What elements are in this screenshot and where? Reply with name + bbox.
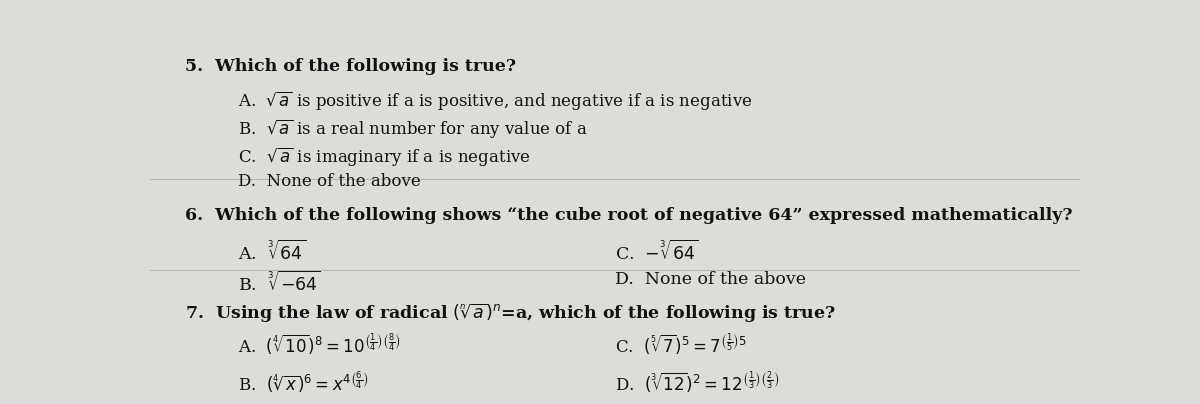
Text: C.  $(\sqrt[5]{7})^{5} = 7^{\left(\frac{1}{5}\right)5}$: C. $(\sqrt[5]{7})^{5} = 7^{\left(\frac{1… bbox=[616, 332, 748, 358]
Text: C.  $-\sqrt[3]{64}$: C. $-\sqrt[3]{64}$ bbox=[616, 240, 698, 264]
Text: C.  $\sqrt{a}$ is imaginary if a is negative: C. $\sqrt{a}$ is imaginary if a is negat… bbox=[239, 145, 532, 168]
Text: D.  None of the above: D. None of the above bbox=[239, 173, 421, 190]
Text: A.  $\sqrt{a}$ is positive if a is positive, and negative if a is negative: A. $\sqrt{a}$ is positive if a is positi… bbox=[239, 89, 752, 112]
Text: B.  $\sqrt[3]{-64}$: B. $\sqrt[3]{-64}$ bbox=[239, 271, 322, 295]
Text: 5.  Which of the following is true?: 5. Which of the following is true? bbox=[185, 58, 516, 75]
Text: B.  $\sqrt{a}$ is a real number for any value of a: B. $\sqrt{a}$ is a real number for any v… bbox=[239, 117, 588, 140]
Text: D.  $(\sqrt[3]{12})^{2} = 12^{\left(\frac{1}{3}\right)\left(\frac{2}{3}\right)}$: D. $(\sqrt[3]{12})^{2} = 12^{\left(\frac… bbox=[616, 369, 779, 395]
Text: 6.  Which of the following shows “the cube root of negative 64” expressed mathem: 6. Which of the following shows “the cub… bbox=[185, 207, 1073, 224]
Text: B.  $(\sqrt[4]{x})^{6} = x^{4\left(\frac{6}{4}\right)}$: B. $(\sqrt[4]{x})^{6} = x^{4\left(\frac{… bbox=[239, 369, 370, 395]
Text: A.  $(\sqrt[4]{10})^{8} = 10^{\left(\frac{1}{4}\right)\left(\frac{8}{4}\right)}$: A. $(\sqrt[4]{10})^{8} = 10^{\left(\frac… bbox=[239, 332, 401, 358]
Text: D.  None of the above: D. None of the above bbox=[616, 271, 806, 288]
Text: A.  $\sqrt[3]{64}$: A. $\sqrt[3]{64}$ bbox=[239, 240, 306, 264]
Text: 7.  Using the law of radical $(\sqrt[n]{a})^{n}$=a, which of the following is tr: 7. Using the law of radical $(\sqrt[n]{a… bbox=[185, 302, 836, 325]
